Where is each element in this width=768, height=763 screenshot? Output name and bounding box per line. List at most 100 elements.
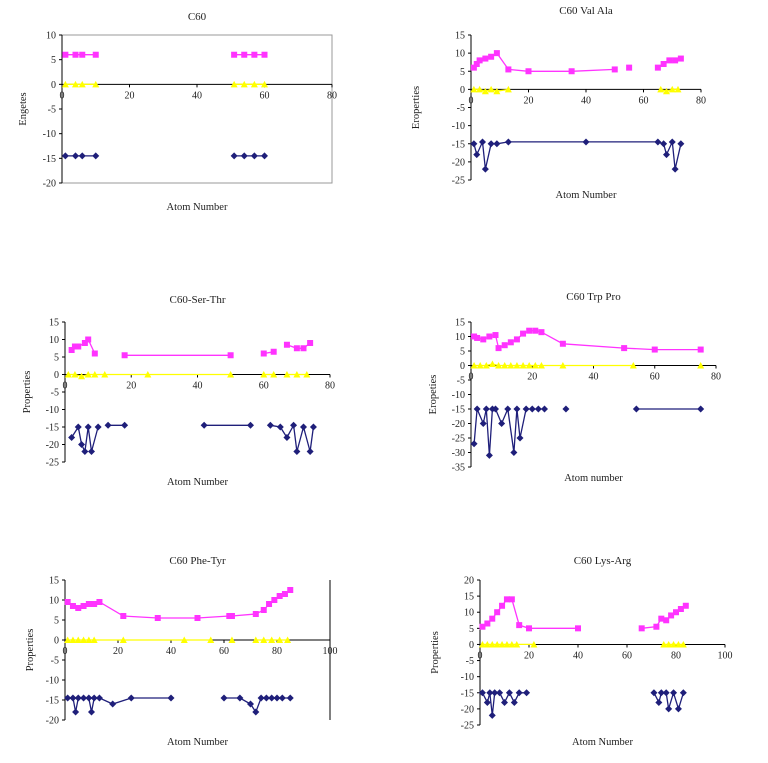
data-point	[493, 640, 501, 648]
data-point	[90, 694, 98, 702]
y-tick-label: -10	[452, 390, 465, 401]
data-point	[503, 596, 510, 603]
x-axis-label: Atom Number	[556, 190, 617, 201]
data-point	[674, 705, 682, 713]
data-point	[72, 51, 79, 58]
chart-panel-2: 15 10 5 0 -5 -10 -15 -20 -25 0 20 40 60 80 C60 Val Ala…	[411, 5, 706, 201]
x-tick-label: 60	[650, 372, 660, 383]
y-tick-label: 15	[455, 31, 465, 42]
data-point	[75, 605, 82, 611]
data-point	[476, 85, 484, 93]
data-point	[504, 405, 512, 413]
data-point	[64, 694, 72, 702]
series-pink	[62, 51, 268, 58]
data-point	[488, 360, 496, 368]
data-point	[629, 362, 637, 369]
y-tick-label: 5	[469, 624, 474, 635]
data-point	[498, 640, 506, 648]
data-point	[293, 448, 301, 455]
data-point	[261, 152, 268, 160]
data-point	[119, 636, 127, 643]
y-tick-label: -15	[452, 405, 465, 416]
data-point	[72, 708, 80, 716]
data-point	[478, 640, 486, 648]
data-point	[293, 345, 300, 352]
y-tick-label: -10	[43, 129, 56, 140]
data-point	[510, 698, 518, 706]
data-point	[96, 599, 103, 605]
data-point	[64, 371, 72, 378]
y-tick-label: 0	[54, 636, 59, 647]
data-point	[663, 617, 670, 624]
data-point	[525, 362, 533, 369]
data-point	[471, 333, 478, 340]
data-point	[180, 636, 188, 643]
data-point	[662, 689, 670, 697]
series-line	[286, 342, 311, 349]
data-point	[240, 80, 248, 88]
chart-panel-1: 10 5 0 -5 -10 -15 -20 0 20 40 60 80 C60 Atom Number En…	[18, 11, 337, 213]
x-tick-label: 40	[192, 90, 202, 101]
data-point	[230, 80, 238, 88]
x-axis-label: Atom Number	[572, 737, 633, 748]
data-point	[670, 640, 678, 648]
data-point	[534, 405, 542, 413]
data-point	[80, 694, 88, 702]
data-point	[658, 615, 665, 622]
data-point	[62, 51, 69, 58]
series-yellow	[478, 640, 687, 648]
data-point	[241, 51, 248, 58]
data-point	[74, 694, 82, 702]
y-tick-label: -15	[461, 688, 474, 699]
data-point	[508, 596, 515, 603]
data-point	[513, 640, 521, 648]
x-tick-label: 60	[639, 95, 649, 106]
data-point	[273, 694, 281, 702]
data-point	[71, 371, 79, 378]
data-point	[473, 405, 481, 413]
x-axis-label: Atom number	[564, 473, 623, 484]
y-tick-label: -5	[48, 105, 56, 116]
data-point	[474, 334, 481, 341]
x-tick-label: 60	[622, 650, 632, 661]
series-navy	[64, 694, 294, 716]
y-tick-label: 10	[49, 335, 59, 346]
y-tick-label: -25	[461, 721, 474, 732]
y-tick-label: 0	[51, 80, 56, 91]
data-point	[91, 371, 99, 378]
data-point	[516, 622, 523, 629]
data-point	[470, 140, 478, 148]
data-point	[488, 711, 496, 719]
data-point	[271, 597, 278, 603]
y-tick-label: 5	[460, 67, 465, 78]
data-point	[81, 448, 89, 455]
x-tick-label: 0	[469, 95, 474, 106]
data-point	[476, 57, 483, 64]
data-point	[200, 421, 208, 429]
data-point	[501, 698, 508, 706]
chart-title: C60	[188, 11, 207, 23]
data-point	[495, 345, 502, 352]
series-pink	[479, 596, 689, 632]
x-tick-label: 80	[671, 650, 681, 661]
data-point	[660, 61, 667, 67]
data-point	[88, 448, 95, 455]
data-point	[666, 57, 673, 64]
data-point	[515, 689, 523, 697]
data-point	[268, 636, 276, 643]
data-point	[650, 689, 658, 697]
x-tick-label: 100	[323, 646, 338, 657]
x-tick-label: 80	[696, 95, 706, 106]
data-point	[85, 694, 93, 702]
y-tick-label: -15	[452, 139, 465, 150]
series-line	[473, 406, 545, 456]
data-point	[236, 694, 244, 702]
y-tick-label: 10	[46, 31, 56, 42]
data-point	[697, 346, 704, 353]
data-point	[64, 636, 72, 643]
data-point	[559, 340, 566, 347]
data-point	[78, 372, 86, 380]
data-point	[655, 698, 663, 706]
x-axis-label: Atom Number	[167, 737, 228, 748]
y-tick-label: 5	[460, 347, 465, 358]
